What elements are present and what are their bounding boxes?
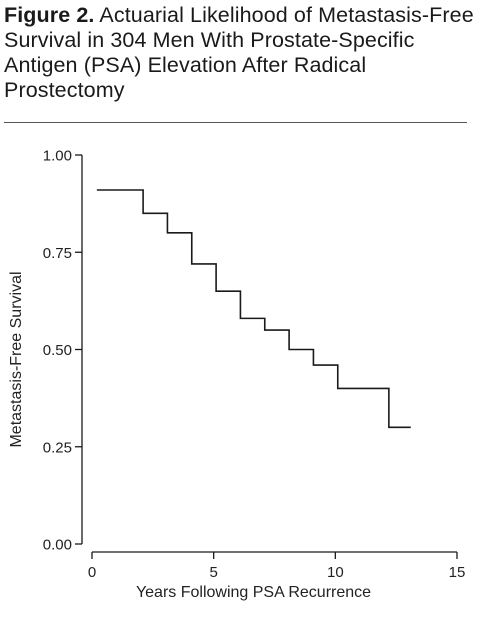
y-tick-label: 0.50 [43,342,72,359]
x-axis-label: Years Following PSA Recurrence [136,584,371,601]
x-tick-label: 10 [327,564,344,581]
y-tick-label: 0.75 [43,245,72,262]
chart-series [96,189,411,429]
y-tick-label: 1.00 [43,148,72,165]
y-axis-label: Metastasis-Free Survival [8,271,25,447]
x-tick-label: 15 [449,564,466,581]
chart-axes [81,155,457,553]
y-tick-label: 0.00 [43,537,72,554]
survival-chart: 0.00 0.25 0.50 0.75 1.00 0 5 10 15 Metastasis-Fr… [8,148,466,602]
x-tick-label: 0 [88,564,96,581]
figure-caption-text: Actuarial Likelihood of Metastasis-Free … [4,3,474,102]
caption-divider [4,122,467,123]
figure-label: Figure 2. [4,3,95,27]
x-tick-label: 5 [209,564,217,581]
y-tick-label: 0.25 [43,439,72,456]
chart-ticks: 0.00 0.25 0.50 0.75 1.00 0 5 10 15 [43,148,466,582]
survival-step-line [96,189,411,429]
figure-caption: Figure 2. Actuarial Likelihood of Metast… [4,3,474,103]
